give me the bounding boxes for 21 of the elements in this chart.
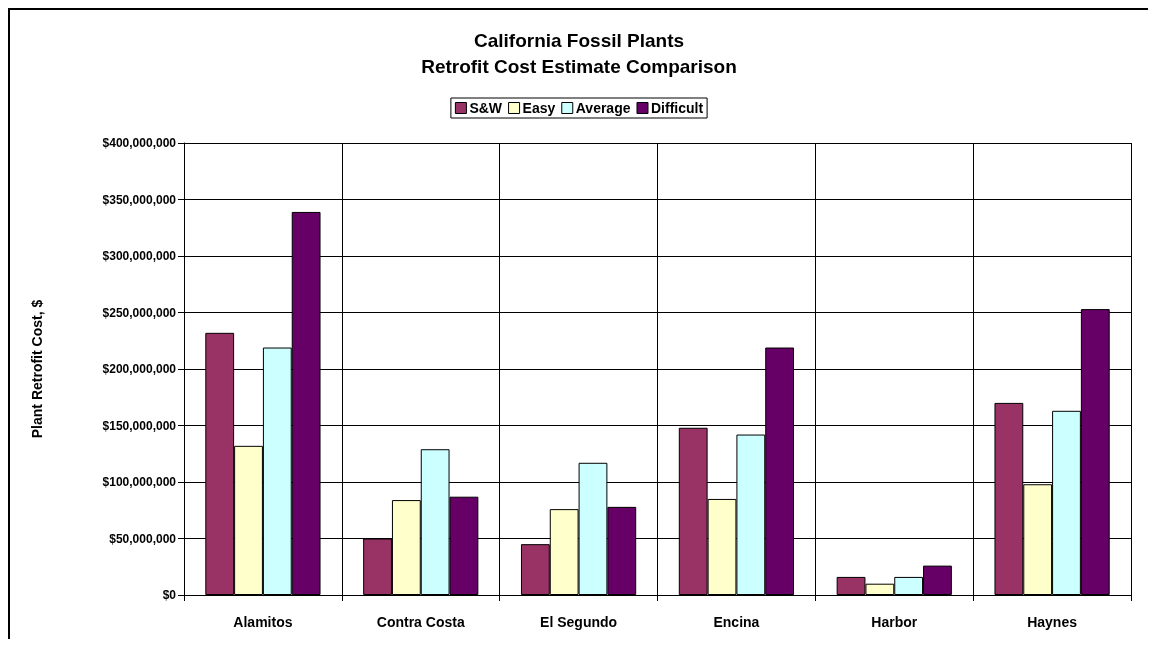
y-tick-label: $250,000,000 [102,305,177,320]
y-tick-label: $350,000,000 [102,192,177,207]
y-tick-label: $300,000,000 [102,249,177,263]
legend-label: S&W [469,100,503,116]
x-tick-label: El Segundo [540,614,618,630]
legend-label: Difficult [651,100,704,116]
legend-label: Easy [522,100,556,116]
y-tick-label: $100,000,000 [102,475,177,489]
x-tick-label: Encina [713,614,760,630]
x-tick-label: Haynes [1027,614,1078,630]
y-tick-label: $200,000,000 [102,362,177,376]
y-tick-label: $400,000,000 [102,136,177,150]
x-tick-label: Alamitos [233,614,293,630]
y-tick-label: $150,000,000 [102,418,177,433]
y-axis-title: Plant Retrofit Cost, $ [29,299,45,439]
x-tick-label: Harbor [871,614,918,630]
x-tick-label: Contra Costa [376,614,465,630]
y-tick-label: $50,000,000 [109,531,177,546]
y-tick-label: $0 [162,588,177,602]
chart-title: California Fossil Plants Retrofit Cost Estimate Comparison [421,29,737,77]
legend-label: Average [575,100,631,116]
